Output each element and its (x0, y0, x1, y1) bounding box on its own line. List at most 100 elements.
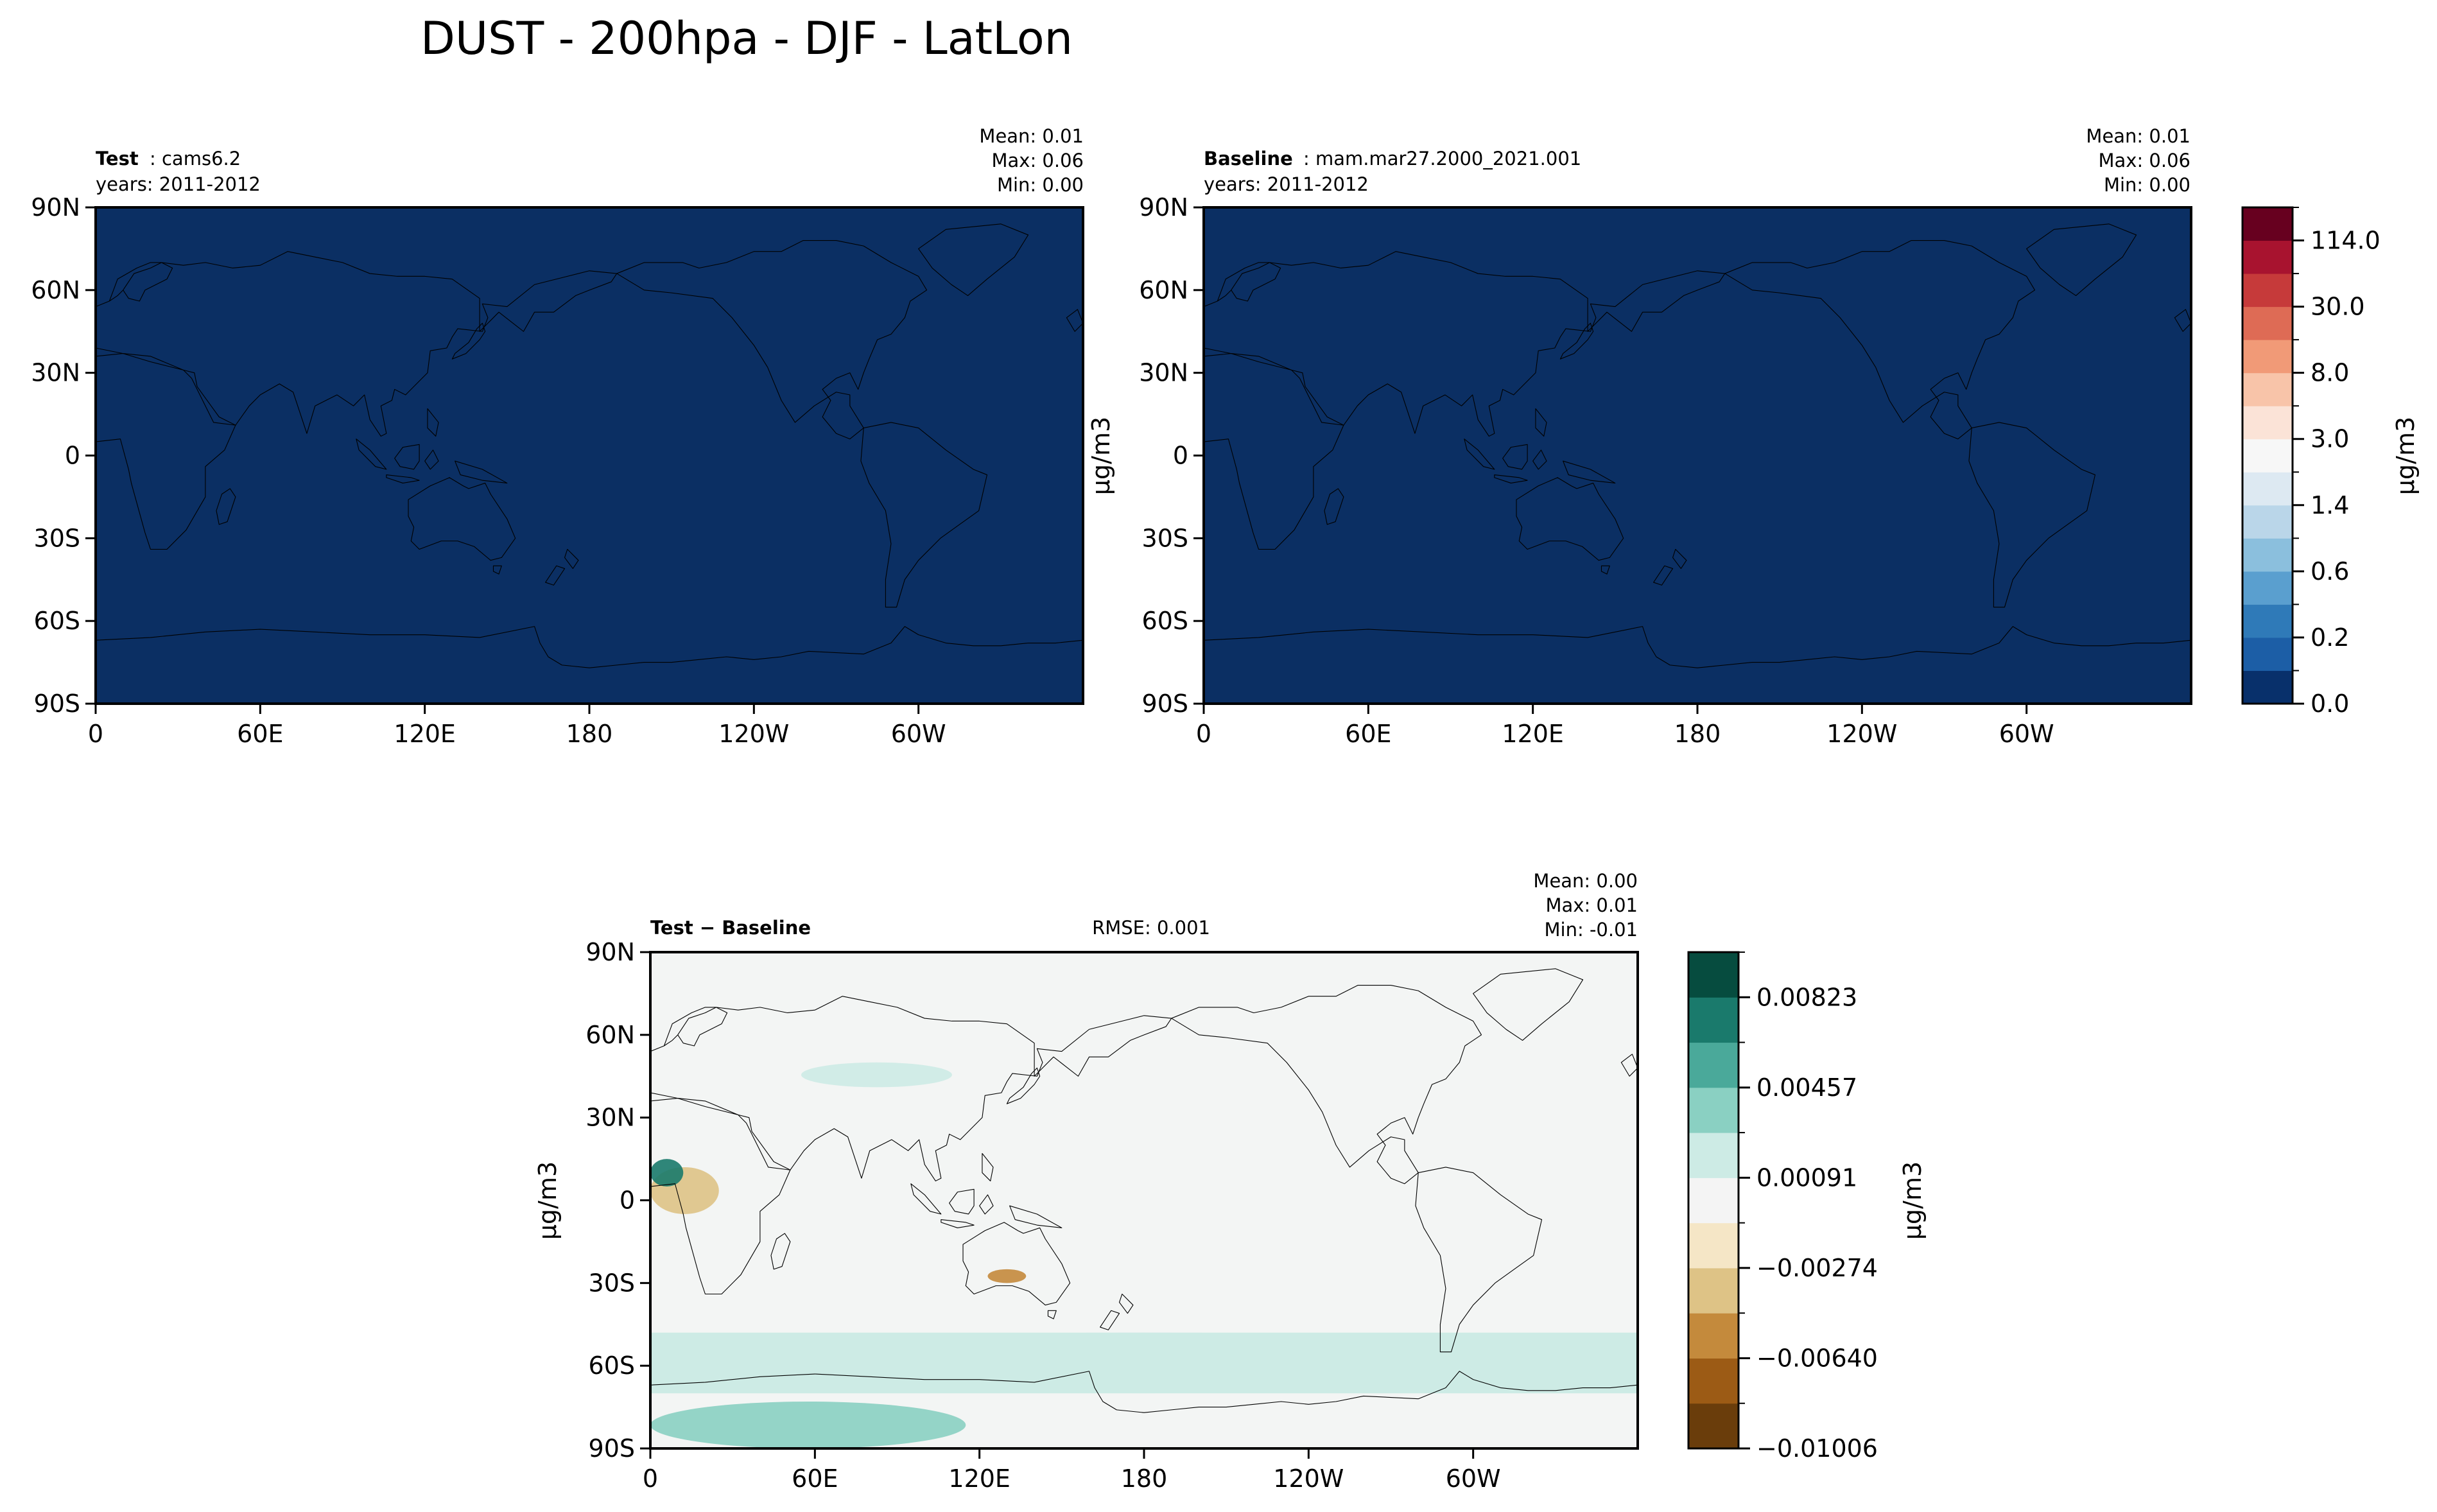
map-field (96, 207, 1083, 704)
colorbar-tick-label: −0.00274 (1756, 1254, 1878, 1282)
colorbar-swatch (1688, 1177, 1739, 1224)
colorbar-swatch (1688, 1403, 1739, 1449)
y-tick-label: 30S (34, 524, 80, 552)
stat-line: Mean: 0.00 (1533, 870, 1638, 892)
colorbar-swatch (2242, 306, 2293, 340)
y-tick-label: 60N (31, 276, 80, 304)
map-field (1204, 207, 2191, 704)
colorbar-tick-label: 30.0 (2311, 293, 2365, 321)
stat-line: Min: -0.01 (1545, 919, 1638, 941)
colorbar-tick-label: 0.00091 (1756, 1163, 1857, 1192)
x-tick-label: 0 (88, 720, 103, 748)
colorbar-swatch (2242, 372, 2293, 406)
y-tick-label: 0 (620, 1186, 635, 1215)
colorbar-swatch (2242, 538, 2293, 572)
diff-feature (650, 1159, 684, 1187)
colorbar-swatch (2242, 439, 2293, 473)
stat-line: Max: 0.06 (2098, 150, 2190, 171)
x-tick-label: 0 (1196, 720, 1211, 748)
diff-feature (801, 1062, 952, 1088)
diff-colorbar: −0.01006 −0.00640 −0.00274 0.00091 0.00457 0.… (1687, 951, 1878, 1463)
baseline-stats: Mean: 0.01 Max: 0.06 Min: 0.00 (2086, 125, 2190, 196)
x-tick-label: 60W (891, 720, 946, 748)
colorbar-swatch (2242, 472, 2293, 506)
colorbar-frame (1687, 951, 1740, 1450)
y-tick-label: 60N (1139, 276, 1188, 304)
figure-title: DUST - 200hpa - DJF - LatLon (421, 12, 1073, 65)
x-tick-label: 60W (1446, 1464, 1501, 1493)
x-tick-label: 0 (643, 1464, 658, 1493)
x-tick-label: 180 (1674, 720, 1721, 748)
colorbar-swatch (1688, 1222, 1739, 1269)
colorbar-tick-label: −0.00640 (1756, 1344, 1878, 1372)
y-tick-label: 90N (31, 193, 80, 222)
test-title-bold: Test (96, 148, 139, 169)
stat-line: Max: 0.06 (991, 150, 1084, 171)
y-tick-label: 90N (1139, 193, 1188, 222)
colorbar-swatch (1688, 1042, 1739, 1088)
test-subtitle: years: 2011-2012 (96, 173, 261, 195)
colorbar-tick-label: 0.6 (2311, 557, 2349, 586)
stat-line: Min: 0.00 (2104, 174, 2190, 196)
baseline-map: 0 60E 120E 180 120W 60W 90N 60N 30N 0 30S 60S 90S (1139, 193, 2191, 748)
colorbar-swatch (1688, 997, 1739, 1043)
colorbar-swatch (1688, 1133, 1739, 1178)
diff-rmse: RMSE: 0.001 (1092, 917, 1210, 939)
y-tick-label: 0 (1173, 442, 1188, 470)
x-tick-label: 180 (1121, 1464, 1168, 1493)
colorbar-swatch (2242, 505, 2293, 539)
y-tick-label: 90S (34, 690, 80, 718)
colorbar-tick-label: 0.00457 (1756, 1073, 1857, 1102)
x-tick-label: 60W (1999, 720, 2054, 748)
baseline-title-bold: Baseline (1204, 148, 1293, 169)
y-tick-label: 60S (1142, 607, 1188, 635)
colorbar-tick-label: 1.4 (2311, 491, 2349, 519)
colorbar-swatch (1688, 1087, 1739, 1133)
test-map: 0 60E 120E 180 120W 60W 90N 60N 30N 0 30S 60S 90S (31, 193, 1083, 748)
colorbar-swatch (1688, 952, 1739, 998)
x-tick-label: 120E (1502, 720, 1564, 748)
colorbar-swatch (2242, 406, 2293, 440)
diff-ylabel: μg/m3 (533, 1161, 562, 1240)
baseline-title-rest: : mam.mar27.2000_2021.001 (1303, 148, 1581, 169)
colorbar-swatch (1688, 1267, 1739, 1314)
y-tick-label: 30N (585, 1104, 635, 1132)
colorbar-frame (2241, 206, 2294, 705)
colorbar-tick-label: 0.00823 (1756, 983, 1857, 1011)
diff-feature (987, 1269, 1027, 1283)
colorbar-swatch (1688, 1358, 1739, 1404)
test-stats: Mean: 0.01 Max: 0.06 Min: 0.00 (979, 125, 1084, 196)
y-tick-label: 90S (1142, 690, 1188, 718)
colorbar-swatch (2242, 207, 2293, 241)
y-tick-label: 60N (585, 1021, 635, 1049)
diff-colorbar-label: μg/m3 (1898, 1161, 1927, 1240)
diff-panel: Test − Baseline RMSE: 0.001 Mean: 0.00Ma… (533, 870, 1638, 1493)
colorbar-tick-label: −0.01006 (1756, 1434, 1878, 1463)
diff-feature-band (650, 1332, 1638, 1394)
colorbar-swatch (2242, 637, 2293, 671)
y-tick-label: 30S (1142, 524, 1188, 552)
x-tick-label: 120W (1273, 1464, 1344, 1493)
x-tick-label: 180 (566, 720, 613, 748)
baseline-subtitle: years: 2011-2012 (1204, 173, 1369, 195)
stat-line: Max: 0.01 (1545, 894, 1638, 916)
y-tick-label: 60S (34, 607, 80, 635)
colorbar-swatch (2242, 340, 2293, 374)
baseline-panel: Baseline : mam.mar27.2000_2021.001 years… (1087, 125, 2191, 748)
stat-line: Mean: 0.01 (2086, 125, 2190, 147)
colorbar-swatch (2242, 274, 2293, 308)
x-tick-label: 120W (718, 720, 789, 748)
diff-map: 0 60E 120E 180 120W 60W 90N 60N 30N 0 30S 60S 90S (585, 938, 1638, 1493)
x-tick-label: 120E (394, 720, 456, 748)
y-tick-label: 90S (589, 1434, 635, 1463)
x-tick-label: 60E (1345, 720, 1391, 748)
baseline-ylabel: μg/m3 (1087, 417, 1115, 495)
main-colorbar: 0.0 0.2 0.6 1.4 3.0 8.0 30.0 114.0 (2241, 206, 2381, 718)
colorbar-swatch (2242, 670, 2293, 704)
colorbar-tick-label: 8.0 (2311, 359, 2349, 387)
test-title-rest: : cams6.2 (150, 148, 241, 169)
x-tick-label: 60E (237, 720, 283, 748)
y-tick-label: 30N (1139, 359, 1188, 387)
